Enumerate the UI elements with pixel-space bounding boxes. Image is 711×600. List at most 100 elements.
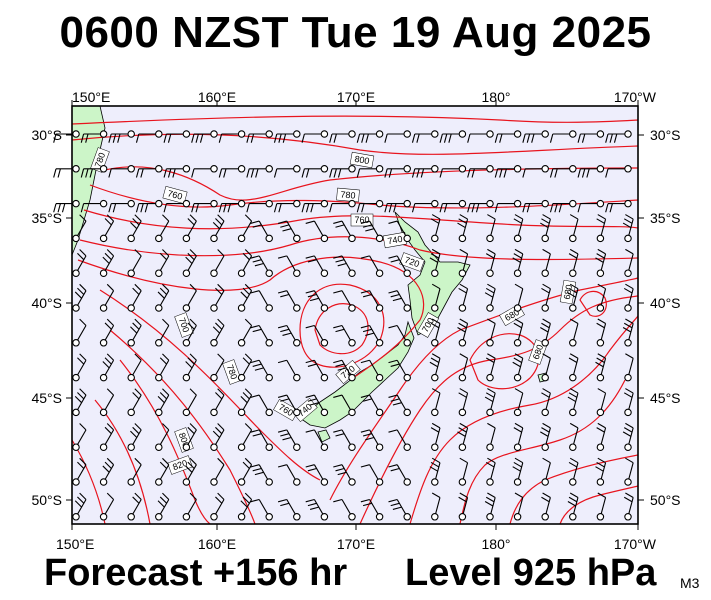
wind-barb bbox=[99, 388, 115, 417]
wind-barb bbox=[411, 130, 439, 143]
wind-barb bbox=[541, 283, 551, 312]
wind-barb bbox=[360, 220, 384, 243]
contour-label: 760 bbox=[162, 186, 188, 204]
wind-barb bbox=[72, 318, 87, 347]
bottom-longitude-labels: 150°E 160°E 170°E 180° 170°W bbox=[56, 536, 657, 552]
wind-barb bbox=[360, 464, 384, 486]
wind-barb bbox=[250, 255, 273, 277]
wind-barb bbox=[457, 422, 469, 451]
wind-barb bbox=[595, 248, 607, 277]
wind-barb bbox=[577, 199, 605, 213]
lat-label: 45°S bbox=[650, 390, 681, 406]
wind-barb bbox=[277, 324, 301, 347]
wind-barb bbox=[439, 165, 467, 178]
wind-barb bbox=[80, 165, 108, 178]
lon-label: 170°W bbox=[614, 536, 657, 552]
wind-barb bbox=[541, 388, 551, 417]
wind-barb bbox=[80, 130, 108, 143]
wind-barb bbox=[623, 283, 634, 312]
wind-barb bbox=[210, 457, 225, 486]
wind-barb bbox=[277, 220, 301, 243]
wind-barbs bbox=[53, 130, 634, 521]
wind-barb bbox=[569, 422, 579, 451]
wind-barb bbox=[237, 353, 253, 382]
wind-barb bbox=[246, 199, 273, 213]
svg-text:780: 780 bbox=[93, 151, 108, 169]
lon-label: 160°E bbox=[198, 89, 236, 105]
wind-barb bbox=[305, 255, 329, 277]
wind-barb bbox=[388, 498, 411, 521]
wind-barb bbox=[305, 394, 329, 417]
wind-barb bbox=[108, 130, 135, 143]
wind-barb bbox=[388, 324, 411, 347]
wind-barb bbox=[360, 498, 384, 521]
wind-barb bbox=[622, 318, 634, 347]
wind-barb bbox=[388, 359, 411, 382]
wind-barb bbox=[494, 130, 522, 143]
wind-barb bbox=[431, 388, 441, 417]
wind-barb bbox=[99, 423, 115, 451]
wind-barb bbox=[127, 423, 142, 451]
wind-barb bbox=[333, 324, 356, 347]
wind-barb bbox=[210, 388, 225, 417]
wind-barb bbox=[513, 283, 524, 312]
wind-barb bbox=[596, 422, 607, 451]
wind-barb bbox=[237, 214, 253, 243]
contour-label: 820 bbox=[167, 455, 193, 475]
wind-barb bbox=[127, 492, 142, 521]
wind-barb bbox=[568, 248, 579, 277]
contour-label: 780 bbox=[90, 147, 110, 173]
forecast-label: Forecast +156 hr bbox=[44, 552, 348, 594]
wind-barb bbox=[99, 249, 115, 277]
wind-barb bbox=[99, 492, 115, 521]
map-background bbox=[72, 106, 638, 524]
right-latitude-labels: 30°S 35°S 40°S 45°S 50°S bbox=[650, 127, 681, 508]
wind-barb bbox=[210, 283, 225, 312]
wind-barb bbox=[540, 422, 551, 451]
contour-label: 800 bbox=[349, 151, 375, 169]
wind-barb bbox=[277, 429, 301, 451]
wind-barb bbox=[429, 457, 441, 486]
wind-barb bbox=[512, 353, 524, 382]
lat-label: 40°S bbox=[31, 295, 62, 311]
wind-barb bbox=[250, 498, 273, 521]
chart-code: M3 bbox=[680, 575, 700, 591]
wind-barb bbox=[301, 130, 329, 143]
wind-barb bbox=[333, 394, 356, 417]
wind-barb bbox=[486, 422, 496, 451]
wind-barb bbox=[431, 492, 441, 521]
wind-barb bbox=[191, 199, 218, 213]
lat-label: 35°S bbox=[31, 210, 62, 226]
wind-barb bbox=[596, 318, 607, 347]
svg-text:680: 680 bbox=[562, 284, 574, 301]
wind-barb bbox=[388, 290, 411, 312]
wind-barb bbox=[155, 353, 170, 382]
wind-barb bbox=[329, 130, 356, 143]
wind-barb bbox=[595, 353, 607, 382]
wind-barb bbox=[569, 318, 579, 347]
wind-barb bbox=[439, 199, 467, 213]
wind-barb bbox=[540, 214, 551, 243]
wind-barb bbox=[277, 464, 301, 486]
wind-barb bbox=[163, 130, 191, 143]
svg-text:720: 720 bbox=[403, 255, 421, 270]
wind-barb bbox=[191, 130, 218, 143]
wind-barb bbox=[237, 492, 253, 521]
wind-barb bbox=[411, 199, 439, 213]
wind-barb bbox=[182, 388, 197, 417]
wind-barb bbox=[99, 283, 115, 312]
wind-barb bbox=[333, 429, 356, 451]
wind-barb bbox=[624, 353, 634, 382]
wind-barb bbox=[467, 130, 494, 143]
wind-barb bbox=[458, 457, 469, 486]
wind-barb bbox=[522, 165, 549, 178]
wind-barb bbox=[72, 492, 87, 521]
wind-barb bbox=[360, 290, 384, 312]
wind-barb bbox=[301, 199, 329, 213]
lat-label: 30°S bbox=[650, 127, 681, 143]
wind-barb bbox=[567, 388, 579, 417]
wind-barb bbox=[305, 429, 329, 451]
wind-barb bbox=[458, 492, 469, 521]
wind-barb bbox=[218, 130, 246, 143]
